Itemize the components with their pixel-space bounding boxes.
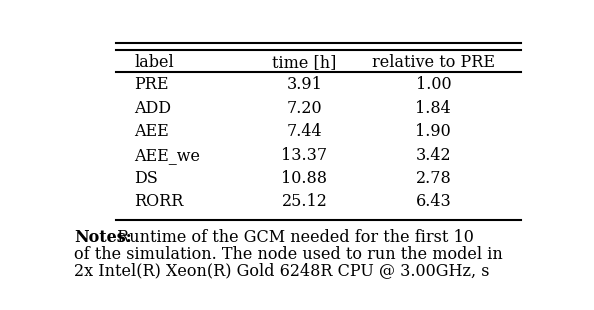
Text: 3.91: 3.91 xyxy=(286,77,323,93)
Text: 10.88: 10.88 xyxy=(282,170,327,187)
Text: 1.84: 1.84 xyxy=(415,100,451,117)
Text: of the simulation. The node used to run the model in: of the simulation. The node used to run … xyxy=(74,246,503,263)
Text: label: label xyxy=(134,54,174,71)
Text: 6.43: 6.43 xyxy=(415,193,451,210)
Text: DS: DS xyxy=(134,170,158,187)
Text: 13.37: 13.37 xyxy=(282,147,327,164)
Text: 2x Intel(R) Xeon(R) Gold 6248R CPU @ 3.00GHz, s: 2x Intel(R) Xeon(R) Gold 6248R CPU @ 3.0… xyxy=(74,262,489,279)
Text: 3.42: 3.42 xyxy=(416,147,451,164)
Text: ADD: ADD xyxy=(134,100,171,117)
Text: RORR: RORR xyxy=(134,193,184,210)
Text: 25.12: 25.12 xyxy=(282,193,327,210)
Text: Notes:: Notes: xyxy=(74,229,132,246)
Text: 1.90: 1.90 xyxy=(415,123,451,140)
Text: AEE: AEE xyxy=(134,123,169,140)
Text: AEE_we: AEE_we xyxy=(134,147,200,164)
Text: relative to PRE: relative to PRE xyxy=(372,54,495,71)
Text: 2.78: 2.78 xyxy=(415,170,451,187)
Text: PRE: PRE xyxy=(134,77,169,93)
Text: Runtime of the GCM needed for the first 10: Runtime of the GCM needed for the first … xyxy=(112,229,474,246)
Text: 7.20: 7.20 xyxy=(287,100,322,117)
Text: 1.00: 1.00 xyxy=(416,77,451,93)
Text: time [h]: time [h] xyxy=(272,54,337,71)
Text: 7.44: 7.44 xyxy=(287,123,322,140)
